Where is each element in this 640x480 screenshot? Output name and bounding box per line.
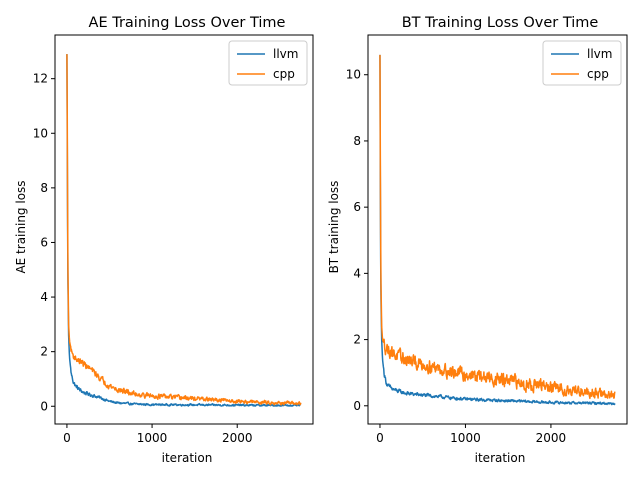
legend-label-llvm: llvm xyxy=(273,47,298,61)
chart-title: AE Training Loss Over Time xyxy=(89,15,286,31)
y-tick-label: 12 xyxy=(33,72,48,86)
y-tick-label: 10 xyxy=(33,126,48,140)
legend: llvm cpp xyxy=(228,40,308,86)
y-tick-label: 4 xyxy=(353,266,361,280)
y-tick-label: 0 xyxy=(40,399,48,413)
subplot-ae: AE Training Loss Over Time iteration AE … xyxy=(14,15,314,465)
x-axis-label: iteration xyxy=(475,451,526,465)
plot-frame xyxy=(367,34,628,425)
y-tick-label: 6 xyxy=(40,235,48,249)
y-tick-label: 4 xyxy=(40,290,48,304)
y-tick-label: 10 xyxy=(346,68,361,82)
chart-title: BT Training Loss Over Time xyxy=(402,15,599,31)
x-tick-label: 2000 xyxy=(222,431,253,445)
series-line-llvm xyxy=(66,54,302,407)
plot-frame xyxy=(54,34,314,425)
x-axis-label: iteration xyxy=(162,451,213,465)
x-tick-label: 0 xyxy=(63,431,71,445)
x-tick-label: 1000 xyxy=(450,431,481,445)
series-line-cpp xyxy=(66,54,302,406)
x-tick-label: 0 xyxy=(376,431,384,445)
subplot-bt: BT Training Loss Over Time iteration BT … xyxy=(327,15,628,465)
y-axis-label: BT training loss xyxy=(327,181,341,274)
y-axis-label: AE training loss xyxy=(14,180,28,273)
x-tick-label: 1000 xyxy=(137,431,168,445)
series-line-cpp xyxy=(379,54,616,400)
y-tick-label: 0 xyxy=(353,399,361,413)
y-tick-label: 2 xyxy=(353,333,361,347)
y-tick-label: 8 xyxy=(40,181,48,195)
series-line-llvm xyxy=(379,54,616,406)
legend-label-llvm: llvm xyxy=(587,47,612,61)
y-tick-label: 6 xyxy=(353,200,361,214)
legend-label-cpp: cpp xyxy=(273,67,295,81)
legend-label-cpp: cpp xyxy=(587,67,609,81)
y-tick-label: 2 xyxy=(40,345,48,359)
legend: llvm cpp xyxy=(542,40,622,86)
y-tick-label: 8 xyxy=(353,134,361,148)
x-tick-label: 2000 xyxy=(536,431,567,445)
